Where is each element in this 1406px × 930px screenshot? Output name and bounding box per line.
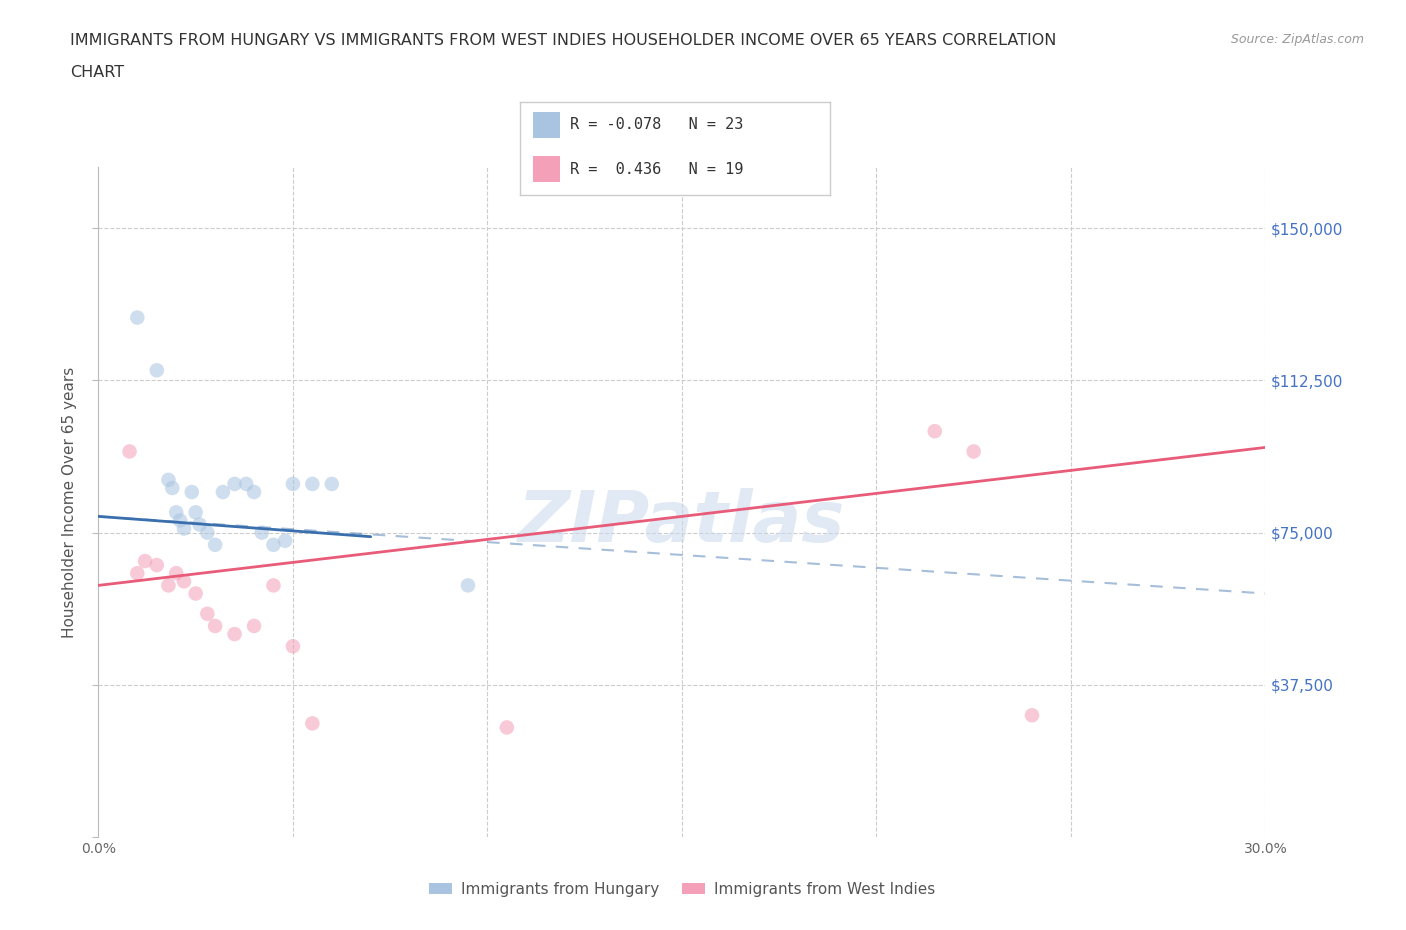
Point: [157, 472, 180, 487]
Point: [180, 485, 202, 499]
Point: [243, 618, 266, 633]
Point: [962, 444, 984, 458]
Bar: [533, 112, 561, 138]
Y-axis label: Householder Income Over 65 years: Householder Income Over 65 years: [62, 366, 77, 638]
Point: [188, 517, 211, 532]
Point: [157, 578, 180, 592]
Point: [165, 565, 187, 580]
Point: [118, 444, 141, 458]
Text: IMMIGRANTS FROM HUNGARY VS IMMIGRANTS FROM WEST INDIES HOUSEHOLDER INCOME OVER 6: IMMIGRANTS FROM HUNGARY VS IMMIGRANTS FR…: [70, 33, 1057, 47]
Point: [235, 476, 257, 491]
Point: [146, 363, 169, 378]
Point: [262, 578, 284, 592]
Text: R = -0.078   N = 23: R = -0.078 N = 23: [569, 117, 744, 132]
Text: R =  0.436   N = 19: R = 0.436 N = 19: [569, 162, 744, 177]
Point: [165, 505, 187, 520]
Point: [212, 485, 235, 499]
Point: [195, 606, 218, 621]
Text: Source: ZipAtlas.com: Source: ZipAtlas.com: [1230, 33, 1364, 46]
Point: [301, 476, 323, 491]
Point: [204, 618, 226, 633]
Point: [224, 627, 246, 642]
Legend: Immigrants from Hungary, Immigrants from West Indies: Immigrants from Hungary, Immigrants from…: [423, 876, 941, 903]
Point: [127, 310, 149, 325]
Point: [250, 525, 273, 540]
Point: [146, 558, 169, 573]
Point: [495, 720, 517, 735]
Point: [162, 481, 184, 496]
Point: [1021, 708, 1043, 723]
Point: [173, 521, 195, 536]
Text: ZIPatlas: ZIPatlas: [519, 488, 845, 557]
Bar: [533, 156, 561, 182]
Point: [457, 578, 479, 592]
Point: [262, 538, 284, 552]
Point: [924, 424, 946, 439]
Point: [243, 485, 266, 499]
Point: [274, 533, 297, 548]
Point: [127, 565, 149, 580]
Point: [169, 513, 191, 528]
Point: [204, 538, 226, 552]
Point: [173, 574, 195, 589]
Point: [195, 525, 218, 540]
Point: [281, 639, 304, 654]
Point: [134, 553, 156, 568]
Text: CHART: CHART: [70, 65, 124, 80]
Point: [281, 476, 304, 491]
Point: [321, 476, 343, 491]
Point: [184, 586, 207, 601]
Point: [224, 476, 246, 491]
Point: [184, 505, 207, 520]
Point: [301, 716, 323, 731]
